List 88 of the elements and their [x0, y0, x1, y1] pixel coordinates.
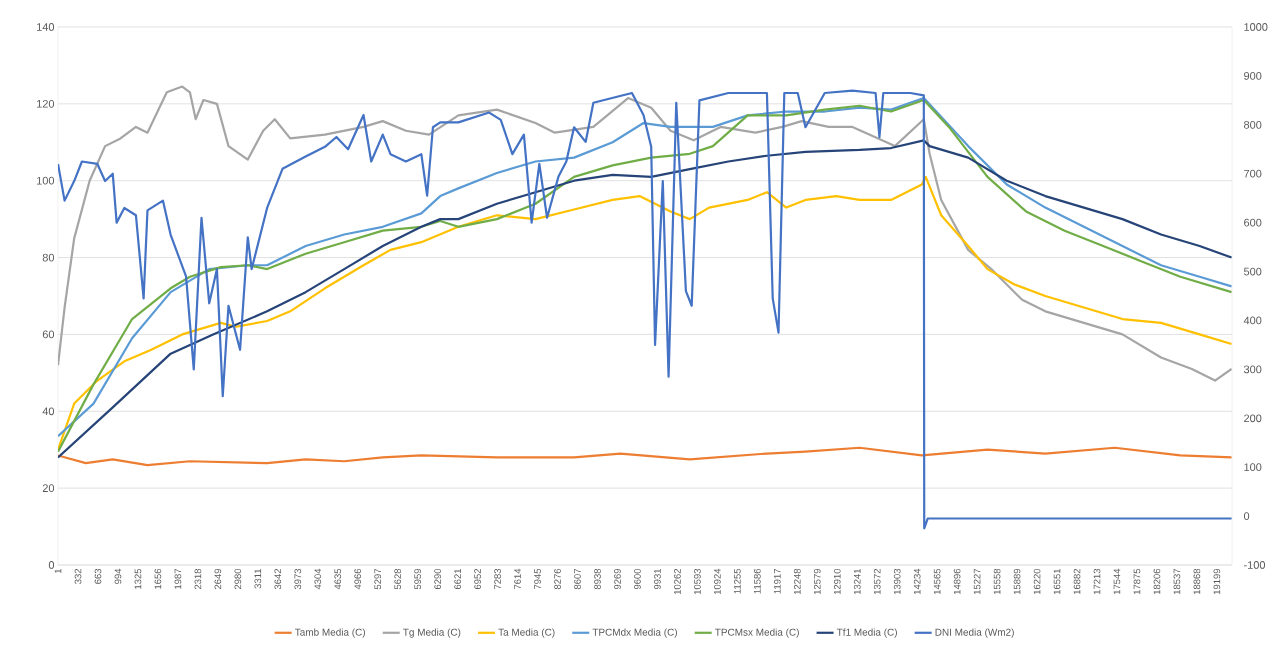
- x-tick-label: 15558: [993, 568, 1001, 595]
- x-tick-label: 5628: [394, 568, 402, 590]
- x-tick-label: 7945: [534, 568, 541, 590]
- x-tick-label: 12248: [793, 568, 801, 595]
- x-tick-label: 9931: [654, 568, 661, 590]
- x-tick-label: 663: [94, 568, 102, 584]
- x-tick-label: 10262: [674, 568, 681, 595]
- x-tick-label: 17544: [1113, 568, 1121, 595]
- x-tick-label: 17213: [1093, 568, 1101, 595]
- line-series: [58, 85, 1233, 382]
- legend-label: Tamb Media (C): [294, 628, 365, 638]
- y-tick-label: 100: [37, 176, 55, 185]
- legend-label: Tg Media (C): [403, 628, 461, 638]
- x-tick-label: 12579: [813, 568, 821, 595]
- x-tick-label: 18868: [1193, 568, 1201, 595]
- y2-tick-label: 100: [1244, 463, 1262, 472]
- x-tick-label: 11917: [773, 568, 781, 594]
- x-tick-label: 14234: [913, 568, 921, 595]
- y-tick-label: 20: [42, 484, 55, 493]
- x-tick-label: 16882: [1073, 568, 1081, 595]
- x-tick-label: 15227: [973, 568, 981, 595]
- x-tick-label: 18206: [1153, 568, 1161, 595]
- y2-tick-label: 600: [1244, 218, 1262, 227]
- x-tick-label: 5297: [374, 568, 382, 590]
- x-tick-label: 2649: [214, 568, 222, 590]
- x-tick-label: 4304: [314, 568, 322, 590]
- y2-tick-label: 200: [1244, 414, 1262, 423]
- y-tick-label: 140: [37, 23, 55, 31]
- x-tick-label: 11255: [733, 568, 741, 594]
- x-tick-label: 1: [54, 568, 62, 574]
- legend-label: Tf1 Media (C): [836, 628, 897, 638]
- x-tick-label: 2318: [194, 568, 202, 590]
- x-tick-label: 6621: [454, 568, 461, 590]
- y-tick-label: 40: [42, 407, 55, 416]
- x-tick-label: 19199: [1213, 568, 1221, 595]
- x-tick-label: 2980: [234, 568, 242, 590]
- x-tick-label: 18537: [1173, 568, 1181, 595]
- line-series: [58, 446, 1233, 467]
- legend-label: Ta Media (C): [498, 628, 555, 638]
- legend-label: TPCMsx Media (C): [715, 628, 799, 638]
- x-tick-label: 3973: [294, 568, 302, 590]
- y-tick-label: 60: [42, 330, 55, 339]
- y2-tick-label: 700: [1244, 169, 1262, 178]
- x-tick-label: 5959: [414, 568, 422, 590]
- x-tick-label: 13903: [893, 568, 901, 595]
- y-tick-label: 120: [37, 99, 55, 108]
- x-tick-label: 6290: [434, 568, 441, 590]
- x-tick-label: 12910: [833, 568, 841, 595]
- y-tick-label: 80: [42, 253, 55, 262]
- x-tick-label: 3642: [274, 568, 282, 590]
- y2-tick-label: 400: [1243, 316, 1262, 325]
- x-tick-label: 7614: [514, 568, 521, 590]
- x-tick-label: 13572: [873, 568, 881, 595]
- x-tick-label: 9269: [614, 568, 621, 590]
- x-tick-label: 16551: [1053, 568, 1061, 595]
- x-tick-label: 14896: [953, 568, 961, 595]
- x-tick-label: 6952: [474, 568, 481, 590]
- x-tick-label: 8938: [594, 568, 601, 590]
- y2-tick-label: 900: [1244, 72, 1262, 80]
- y2-tick-label: 800: [1244, 120, 1262, 129]
- x-tick-label: 994: [114, 568, 122, 584]
- x-tick-label: 8607: [574, 568, 581, 590]
- x-tick-label: 1987: [174, 568, 182, 589]
- x-tick-label: 1325: [134, 568, 142, 589]
- y2-tick-label: 1000: [1244, 23, 1268, 31]
- x-tick-label: 16220: [1033, 568, 1041, 595]
- x-tick-label: 4966: [354, 568, 362, 590]
- y2-tick-label: 0: [1243, 512, 1250, 520]
- x-tick-label: 4635: [334, 568, 342, 590]
- x-tick-label: 8276: [554, 568, 561, 590]
- y2-tick-label: -100: [1244, 561, 1266, 569]
- x-tick-label: 3311: [254, 568, 262, 589]
- y2-tick-label: 300: [1243, 365, 1262, 374]
- legend-label: DNI Media (Wm2): [935, 628, 1014, 638]
- x-tick-label: 14565: [933, 568, 941, 595]
- x-tick-label: 332: [74, 568, 82, 584]
- x-tick-label: 10593: [694, 568, 701, 595]
- x-tick-label: 1656: [154, 568, 162, 589]
- y2-tick-label: 500: [1243, 267, 1262, 276]
- x-tick-label: 10924: [714, 568, 721, 595]
- x-tick-label: 9600: [634, 568, 641, 590]
- x-tick-label: 7283: [494, 568, 501, 590]
- legend-label: TPCMdx Media (C): [592, 628, 677, 638]
- x-tick-label: 17875: [1133, 568, 1141, 595]
- y-tick-label: 0: [48, 561, 55, 569]
- x-tick-label: 15889: [1013, 568, 1021, 595]
- x-tick-label: 13241: [853, 568, 861, 595]
- x-tick-label: 11586: [753, 568, 761, 594]
